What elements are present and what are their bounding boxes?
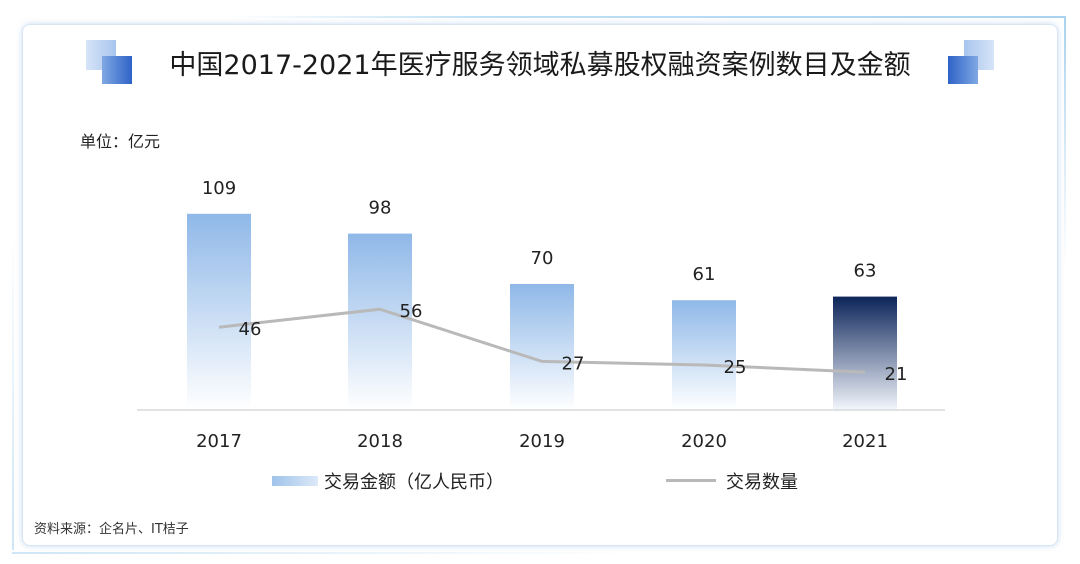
line-value-label-2018: 56: [400, 301, 423, 322]
frame-line-top: [230, 16, 1066, 18]
bar-value-label-2018: 98: [369, 198, 392, 219]
title-decoration-left-icon: [86, 40, 132, 84]
frame-line-bottom: [12, 552, 632, 554]
bar-value-label-2020: 61: [693, 264, 716, 285]
source-note: 资料来源：企名片、IT桔子: [34, 522, 189, 537]
legend-swatch-bar: [272, 476, 318, 486]
legend-swatch-line: [666, 479, 716, 482]
x-tick-label-2020: 2020: [681, 431, 727, 452]
frame-line-right: [1064, 16, 1066, 266]
x-tick-label-2021: 2021: [842, 431, 888, 452]
bar-2018: [348, 233, 412, 410]
x-tick-label-2017: 2017: [196, 431, 242, 452]
bar-2017: [187, 213, 251, 410]
bar-2021: [833, 296, 897, 410]
bar-2019: [510, 284, 574, 410]
frame-line-left: [12, 230, 14, 550]
bar-2020: [672, 300, 736, 410]
legend-label-amount: 交易金额（亿人民币）: [324, 472, 504, 493]
chart-title: 中国2017-2021年医疗服务领域私募股权融资案例数目及金额: [169, 50, 911, 81]
bar-value-label-2021: 63: [854, 261, 877, 282]
trend-line: [218, 307, 866, 374]
x-tick-label-2018: 2018: [357, 431, 403, 452]
line-value-label-2017: 46: [239, 319, 262, 340]
line-value-label-2020: 25: [724, 357, 747, 378]
bar-value-label-2019: 70: [531, 248, 554, 269]
bar-value-label-2017: 109: [202, 178, 236, 199]
title-decoration-right-icon: [948, 40, 994, 84]
line-value-label-2021: 21: [885, 364, 908, 385]
unit-label: 单位：亿元: [80, 132, 161, 151]
x-tick-label-2019: 2019: [519, 431, 565, 452]
line-value-label-2019: 27: [562, 353, 585, 374]
legend-label-count: 交易数量: [726, 472, 798, 493]
